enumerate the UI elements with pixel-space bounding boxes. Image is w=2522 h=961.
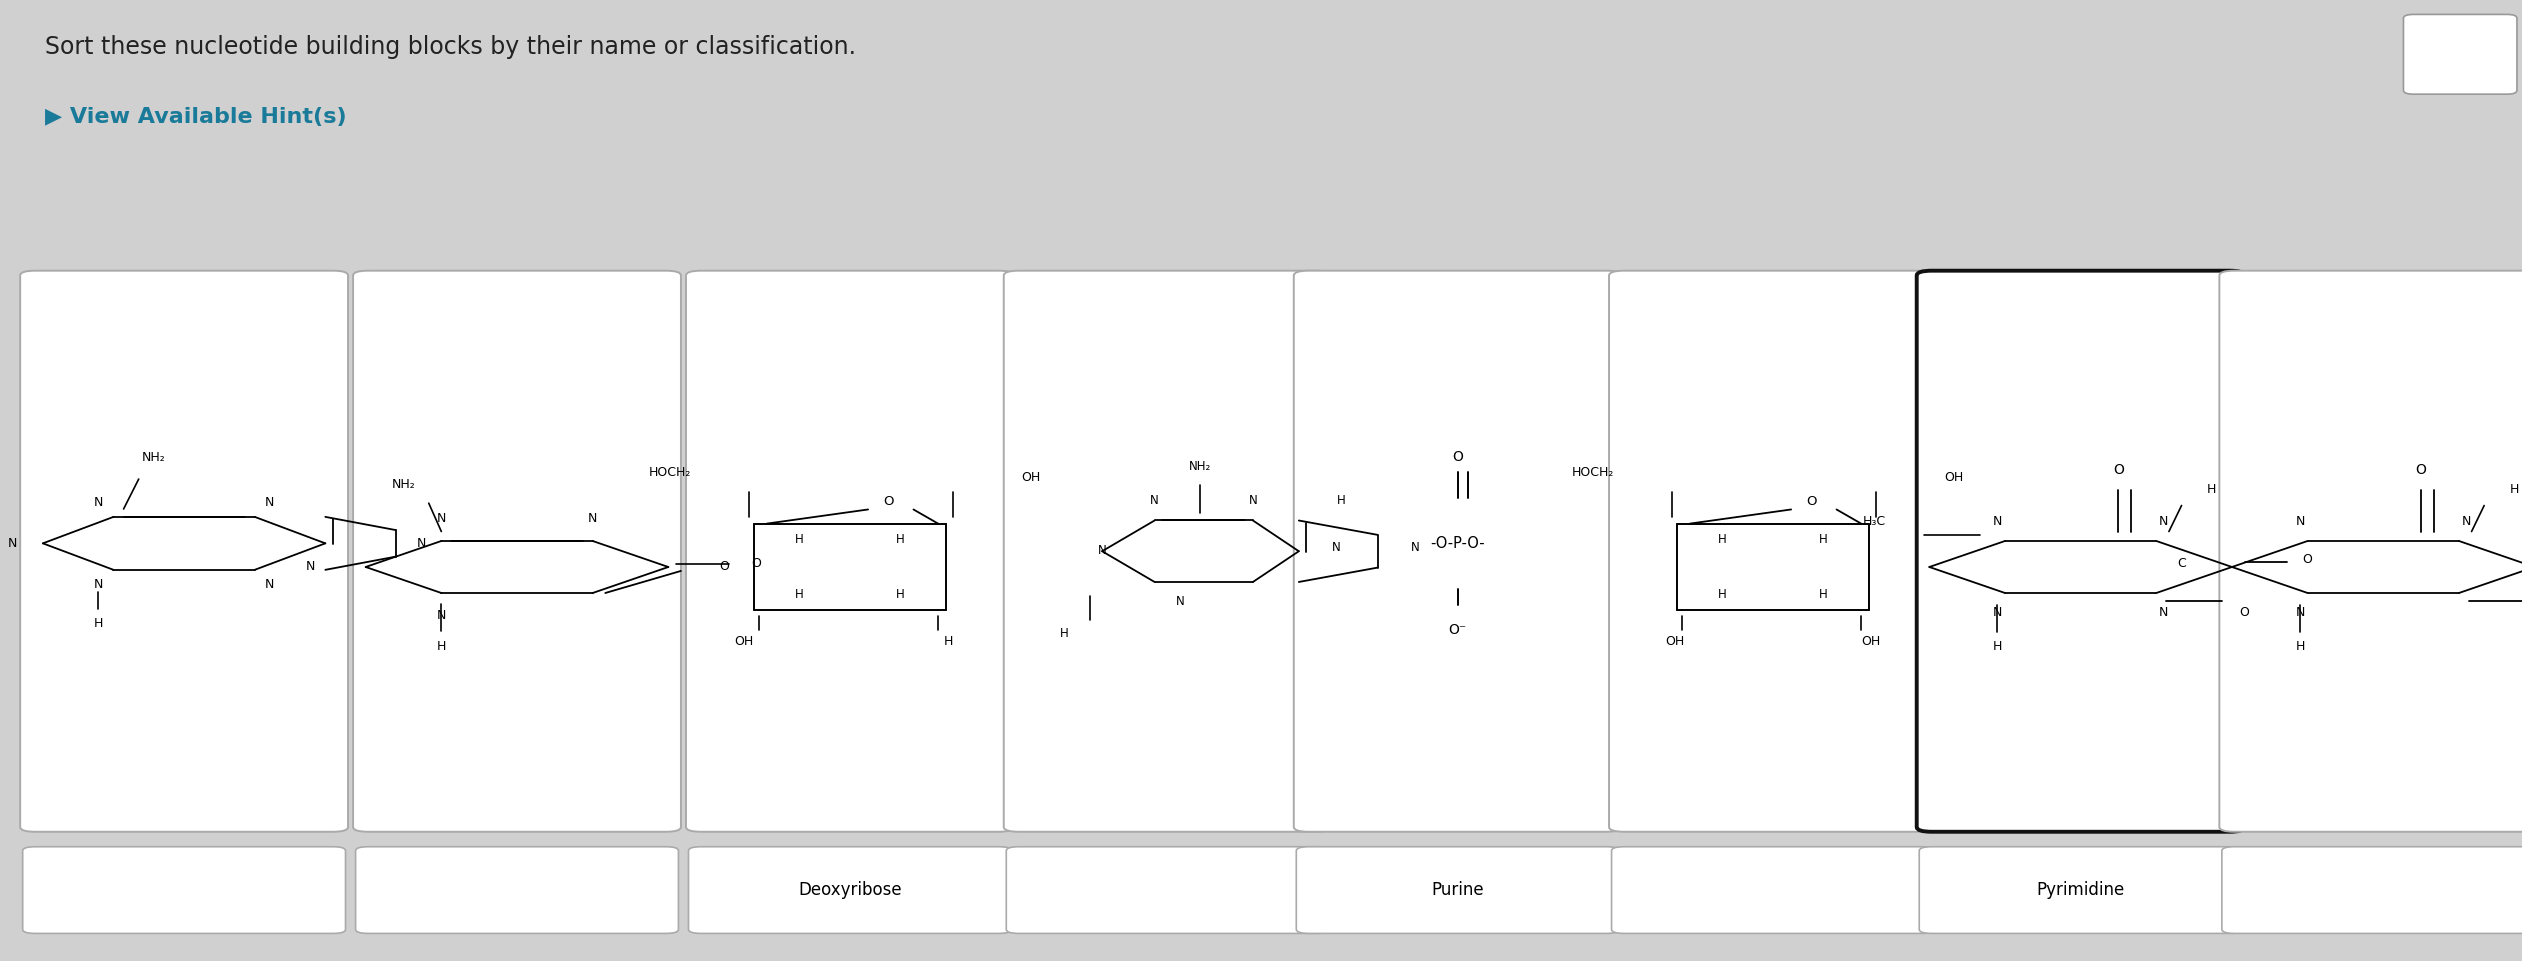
- Text: ▶ View Available Hint(s): ▶ View Available Hint(s): [45, 108, 348, 127]
- Text: OH: OH: [1665, 635, 1685, 649]
- Text: H: H: [436, 640, 446, 653]
- Text: H: H: [943, 635, 953, 649]
- Text: H: H: [895, 533, 905, 546]
- Text: OH: OH: [1861, 635, 1881, 649]
- Text: N: N: [588, 512, 598, 526]
- FancyBboxPatch shape: [2222, 847, 2522, 933]
- Text: H: H: [93, 617, 103, 629]
- FancyBboxPatch shape: [1296, 847, 1619, 933]
- Text: H: H: [1818, 588, 1828, 601]
- Text: OH: OH: [734, 635, 754, 649]
- Text: N: N: [1097, 544, 1107, 556]
- Text: O: O: [883, 495, 893, 508]
- FancyBboxPatch shape: [1612, 847, 1934, 933]
- Text: H: H: [1818, 533, 1828, 546]
- FancyBboxPatch shape: [1006, 847, 1329, 933]
- Text: C: C: [2176, 556, 2187, 570]
- Text: O: O: [2240, 606, 2250, 619]
- Text: H: H: [1059, 627, 1069, 640]
- Text: N: N: [2461, 515, 2472, 528]
- Text: H: H: [2295, 640, 2305, 653]
- Text: H₃C: H₃C: [1861, 515, 1886, 528]
- Text: OH: OH: [1021, 472, 1042, 484]
- FancyBboxPatch shape: [20, 271, 348, 832]
- FancyBboxPatch shape: [1004, 271, 1332, 832]
- Text: Sort these nucleotide building blocks by their name or classification.: Sort these nucleotide building blocks by…: [45, 35, 857, 59]
- Text: H: H: [1992, 640, 2002, 653]
- FancyBboxPatch shape: [686, 271, 1014, 832]
- Text: H: H: [1717, 533, 1728, 546]
- Text: N: N: [1410, 541, 1420, 554]
- Text: Purine: Purine: [1432, 881, 1483, 899]
- Text: N: N: [93, 496, 103, 509]
- Text: N: N: [265, 578, 275, 590]
- Text: N: N: [1150, 494, 1160, 507]
- Text: H: H: [2509, 483, 2519, 496]
- Text: NH₂: NH₂: [1190, 460, 1211, 474]
- Text: O: O: [719, 560, 729, 574]
- Text: O: O: [2416, 463, 2426, 477]
- Text: O: O: [2303, 553, 2313, 566]
- Text: NH₂: NH₂: [391, 478, 416, 491]
- Text: N: N: [1992, 606, 2002, 619]
- Text: N: N: [1248, 494, 1258, 507]
- Text: HOCH₂: HOCH₂: [1571, 466, 1614, 479]
- Text: O⁻: O⁻: [1448, 623, 1468, 637]
- FancyBboxPatch shape: [23, 847, 346, 933]
- Text: N: N: [2159, 606, 2169, 619]
- Text: H: H: [794, 533, 805, 546]
- Text: N: N: [2159, 515, 2169, 528]
- Text: N: N: [1332, 541, 1342, 554]
- Text: H: H: [794, 588, 805, 601]
- Text: N: N: [8, 537, 18, 550]
- Text: O: O: [752, 556, 762, 570]
- FancyBboxPatch shape: [1917, 271, 2245, 832]
- Text: O: O: [1806, 495, 1816, 508]
- FancyBboxPatch shape: [356, 847, 678, 933]
- FancyBboxPatch shape: [1919, 847, 2242, 933]
- FancyBboxPatch shape: [353, 271, 681, 832]
- Text: -O-P-O-: -O-P-O-: [1430, 536, 1485, 551]
- Text: N: N: [436, 608, 446, 622]
- Text: N: N: [1175, 595, 1185, 608]
- Text: N: N: [1992, 515, 2002, 528]
- Text: N: N: [93, 578, 103, 590]
- Text: Pyrimidine: Pyrimidine: [2038, 881, 2124, 899]
- Text: N: N: [416, 537, 426, 550]
- Text: Deoxyribose: Deoxyribose: [797, 881, 903, 899]
- Text: HOCH₂: HOCH₂: [648, 466, 691, 479]
- Text: OH: OH: [1944, 472, 1965, 484]
- Text: N: N: [265, 496, 275, 509]
- Text: H: H: [2207, 483, 2217, 496]
- Text: N: N: [2295, 515, 2305, 528]
- Text: N: N: [305, 560, 315, 574]
- FancyBboxPatch shape: [689, 847, 1011, 933]
- Text: H: H: [1337, 494, 1347, 507]
- Text: N: N: [2295, 606, 2305, 619]
- Text: H: H: [895, 588, 905, 601]
- Text: O: O: [2113, 463, 2124, 477]
- Text: NH₂: NH₂: [141, 452, 166, 464]
- Text: N: N: [436, 512, 446, 526]
- Text: O: O: [1453, 450, 1463, 463]
- FancyBboxPatch shape: [2219, 271, 2522, 832]
- FancyBboxPatch shape: [1294, 271, 1622, 832]
- FancyBboxPatch shape: [1609, 271, 1937, 832]
- Text: H: H: [1717, 588, 1728, 601]
